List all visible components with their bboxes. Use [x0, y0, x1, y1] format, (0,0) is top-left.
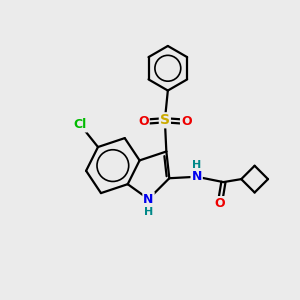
Text: H: H: [144, 206, 153, 217]
Text: H: H: [192, 160, 201, 170]
Text: O: O: [214, 197, 225, 210]
Text: O: O: [138, 115, 149, 128]
Text: S: S: [160, 113, 170, 127]
Text: Cl: Cl: [74, 118, 87, 131]
Text: N: N: [143, 193, 154, 206]
Text: N: N: [191, 170, 202, 183]
Text: O: O: [181, 115, 192, 128]
